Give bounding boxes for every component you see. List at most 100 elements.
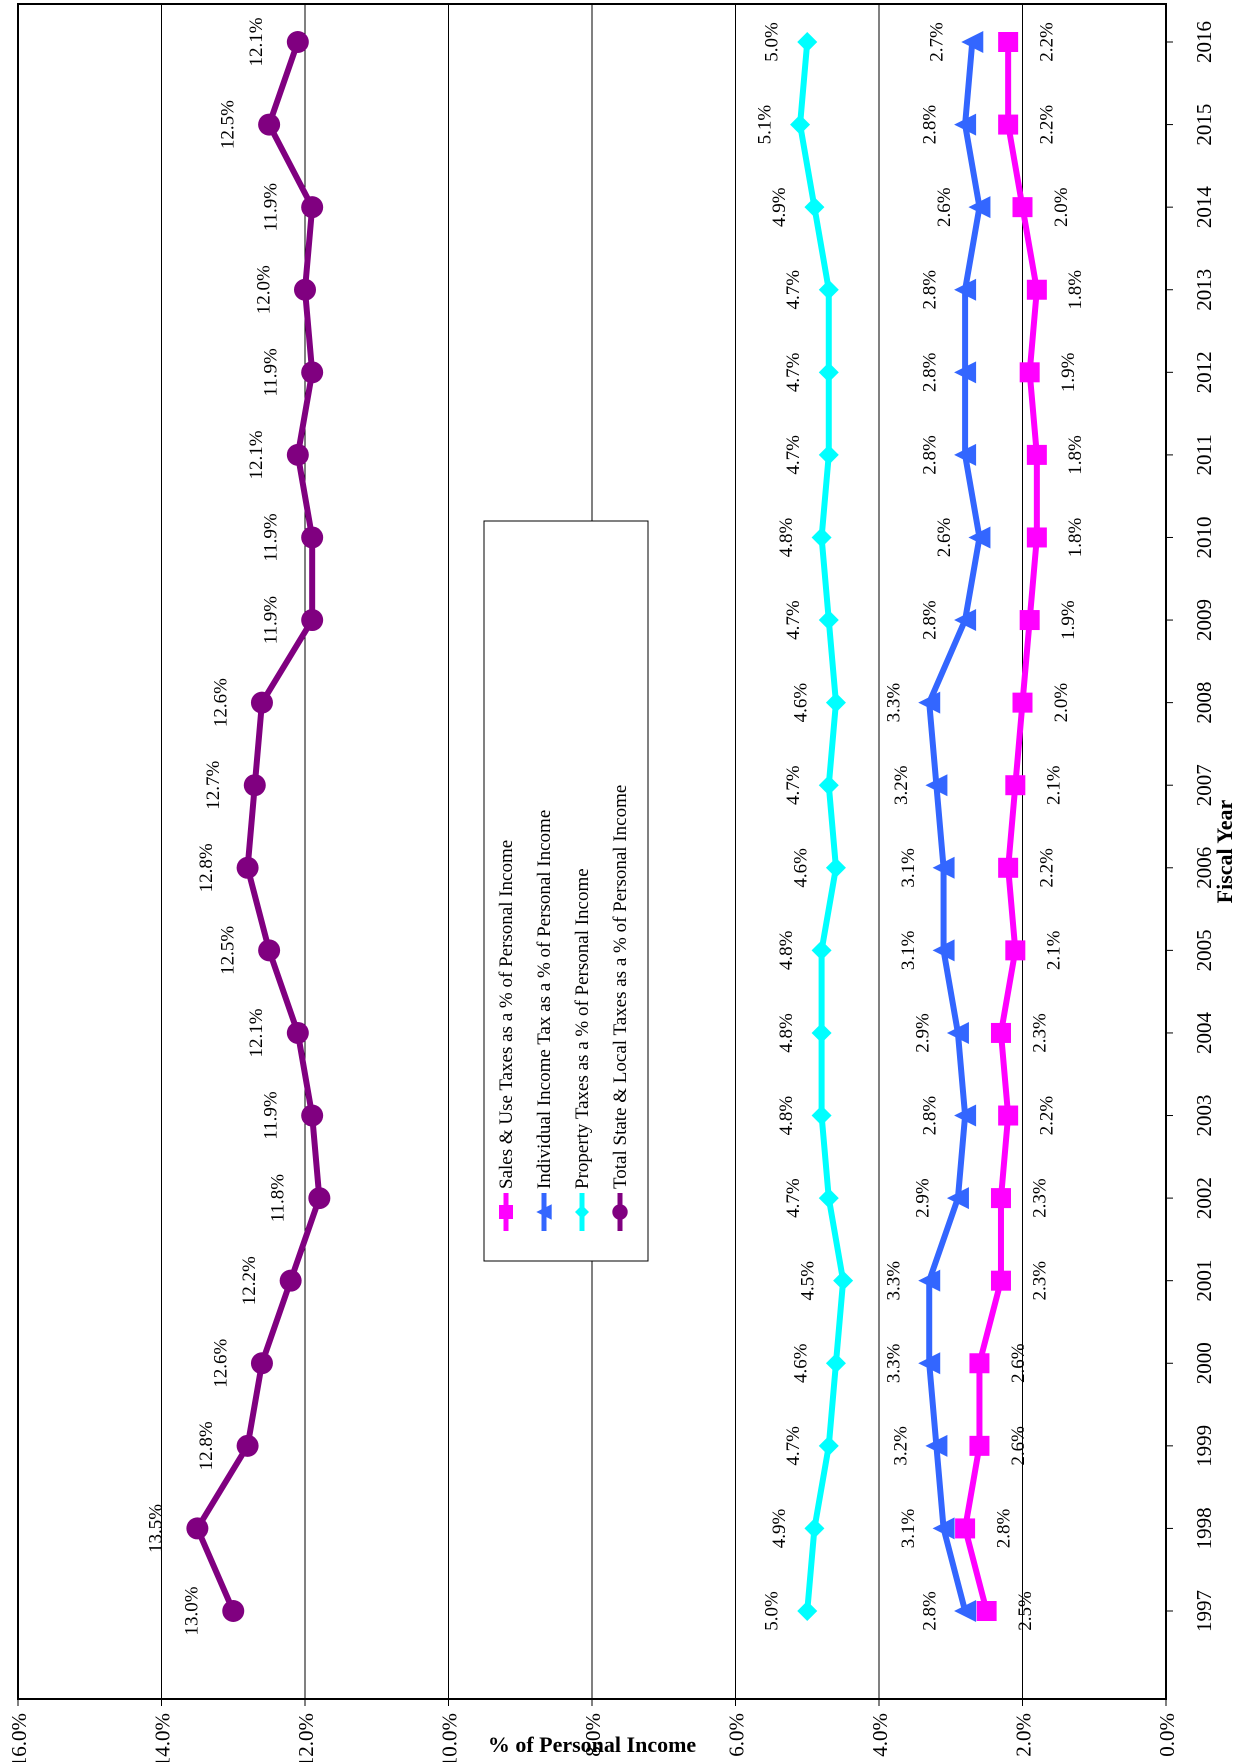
data-label: 11.9% xyxy=(261,596,282,645)
data-label: 4.8% xyxy=(776,1013,797,1053)
data-label: 3.3% xyxy=(884,683,905,723)
data-point xyxy=(279,1269,302,1292)
series-triangle xyxy=(918,31,991,1622)
data-label: 1.8% xyxy=(1065,518,1086,558)
data-label: 13.0% xyxy=(182,1586,203,1635)
category-tick-label: 1999 xyxy=(1192,1425,1216,1467)
data-point xyxy=(804,197,825,218)
data-label: 2.8% xyxy=(919,1096,940,1136)
legend-entry-label: Total State & Local Taxes as a % of Pers… xyxy=(610,785,631,1189)
data-label: 2.3% xyxy=(1029,1013,1050,1053)
data-label: 3.2% xyxy=(891,765,912,805)
category-tick-label: 2010 xyxy=(1192,516,1216,558)
data-label: 12.6% xyxy=(210,1339,231,1388)
data-point xyxy=(1026,444,1047,465)
legend-entry-label: Sales & Use Taxes as a % of Personal Inc… xyxy=(496,840,517,1189)
data-point xyxy=(286,31,309,53)
data-point xyxy=(954,113,977,136)
data-label: 2.2% xyxy=(1037,1096,1058,1136)
data-label: 4.6% xyxy=(790,1343,811,1383)
data-label: 4.7% xyxy=(783,270,804,310)
data-point xyxy=(286,443,309,466)
data-point xyxy=(998,857,1019,878)
data-label: 12.8% xyxy=(196,1421,217,1470)
data-label: 4.8% xyxy=(776,518,797,558)
data-point xyxy=(946,1021,969,1044)
data-label: 2.7% xyxy=(927,22,948,62)
data-point xyxy=(954,278,977,301)
data-point xyxy=(301,1104,324,1127)
data-point xyxy=(301,196,324,219)
data-point xyxy=(250,1352,273,1375)
category-tick-label: 1998 xyxy=(1192,1507,1216,1549)
data-point xyxy=(990,1270,1011,1291)
data-label: 2.8% xyxy=(919,105,940,145)
category-tick-label: 2004 xyxy=(1192,1011,1216,1054)
data-label: 12.1% xyxy=(246,430,267,479)
category-tick-label: 2002 xyxy=(1192,1177,1216,1219)
series-layer xyxy=(186,31,1047,1622)
axis-tick-labels: 0.0% 2.0% 4.0% 6.0% 8.0% 10.0% 12.0% 14.0% 16.0%… xyxy=(7,21,1216,1762)
data-point xyxy=(918,691,941,714)
data-label: 2.8% xyxy=(919,600,940,640)
data-point xyxy=(818,1435,839,1456)
data-label: 4.8% xyxy=(776,1096,797,1136)
data-point xyxy=(811,940,832,961)
data-label: 4.7% xyxy=(783,765,804,805)
data-label: 2.0% xyxy=(1051,683,1072,723)
data-point xyxy=(969,1435,990,1456)
value-tick-label: 8.0% xyxy=(581,1713,605,1757)
data-label: 4.7% xyxy=(783,352,804,392)
data-point xyxy=(825,857,846,878)
data-label: 2.2% xyxy=(1037,22,1058,62)
series-square xyxy=(955,32,1047,1621)
category-tick-label: 2003 xyxy=(1192,1095,1216,1137)
data-point xyxy=(825,1353,846,1374)
data-point xyxy=(797,32,818,52)
legend: Sales & Use Taxes as a % of Personal Inc… xyxy=(483,520,649,1262)
data-point xyxy=(804,1518,825,1539)
data-point xyxy=(575,1205,589,1219)
data-point xyxy=(818,775,839,796)
category-tick-label: 2014 xyxy=(1192,186,1216,229)
data-label: 2.6% xyxy=(1008,1426,1029,1466)
category-tick-label: 2000 xyxy=(1192,1342,1216,1384)
data-point xyxy=(536,1204,552,1220)
category-tick-label: 1997 xyxy=(1192,1590,1216,1632)
data-label: 1.9% xyxy=(1058,352,1079,392)
data-point xyxy=(236,1434,259,1457)
category-tick-label: 2015 xyxy=(1192,104,1216,146)
data-label: 2.1% xyxy=(1044,930,1065,970)
data-point xyxy=(954,609,977,632)
value-tick-label: 16.0% xyxy=(7,1713,31,1762)
data-label: 3.1% xyxy=(898,848,919,888)
data-point xyxy=(968,196,991,219)
value-tick-label: 4.0% xyxy=(868,1713,892,1757)
data-label: 12.1% xyxy=(246,17,267,66)
category-tick-label: 2005 xyxy=(1192,929,1216,971)
data-point xyxy=(790,114,811,135)
data-label: 2.8% xyxy=(919,435,940,475)
data-label: 4.7% xyxy=(783,1178,804,1218)
data-point xyxy=(301,609,324,632)
data-label: 4.6% xyxy=(790,683,811,723)
data-label: 12.7% xyxy=(203,760,224,809)
data-point xyxy=(918,1352,941,1375)
series-line xyxy=(797,41,847,1612)
data-label: 2.6% xyxy=(934,518,955,558)
data-point xyxy=(818,444,839,465)
data-label: 3.3% xyxy=(884,1343,905,1383)
data-point xyxy=(954,443,977,466)
category-tick-label: 2016 xyxy=(1192,21,1216,63)
series-line xyxy=(926,41,983,1612)
data-label: 4.6% xyxy=(790,848,811,888)
data-label: 13.5% xyxy=(146,1504,167,1553)
data-point xyxy=(825,692,846,713)
data-label: 1.8% xyxy=(1065,270,1086,310)
data-point xyxy=(301,526,324,549)
data-label: 5.1% xyxy=(754,105,775,145)
series-line xyxy=(194,41,323,1613)
data-point xyxy=(1019,362,1040,383)
data-point xyxy=(243,774,266,797)
data-label: 4.9% xyxy=(769,187,790,227)
